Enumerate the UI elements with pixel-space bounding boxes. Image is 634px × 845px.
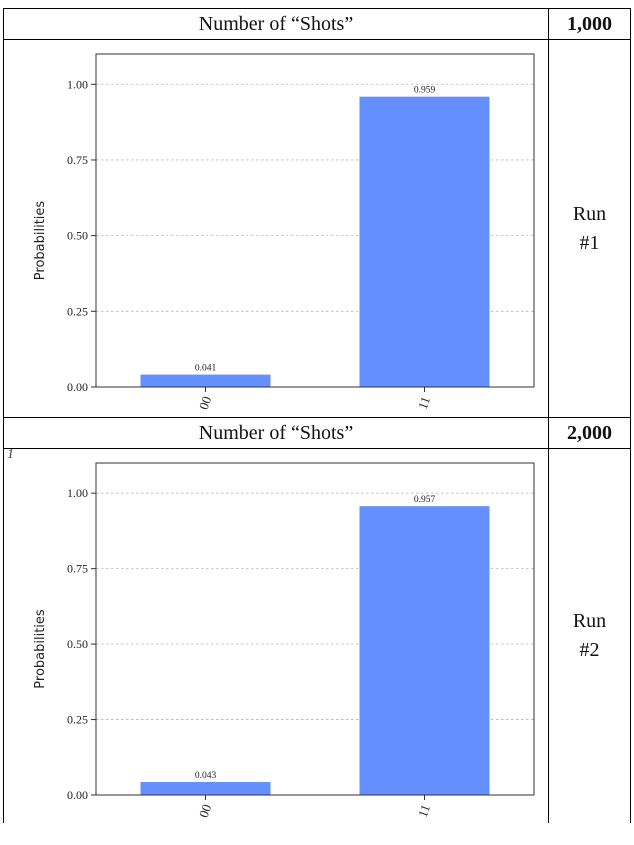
x-tick-label: 11 bbox=[415, 394, 433, 411]
bar bbox=[140, 782, 271, 795]
shots-count: 2,000 bbox=[548, 417, 631, 449]
plot-area: 0.00 0.25 0.50 0.75 1.00 0.043 0.957 00 11 Probab… bbox=[33, 462, 535, 820]
plot-area: 0.00 0.25 0.50 0.75 1.00 0.041 0.959 00 11 Probab… bbox=[33, 53, 535, 412]
run-2-header-row: Number of “Shots” 2,000 bbox=[3, 417, 631, 449]
axes-frame bbox=[95, 462, 535, 796]
y-tick-label: 0.00 bbox=[67, 380, 88, 394]
shots-count: 1,000 bbox=[548, 8, 631, 40]
data-label: 0.043 bbox=[195, 771, 217, 781]
y-axis-label: Probabilities bbox=[33, 201, 48, 281]
bar bbox=[140, 374, 271, 387]
run-2-bar-chart: 0.00 0.25 0.50 0.75 1.00 0.043 0.957 00 11 Probab… bbox=[33, 462, 535, 820]
run-label: Run bbox=[572, 202, 607, 225]
shots-header-label: Number of “Shots” bbox=[3, 8, 549, 40]
run-number: #1 bbox=[579, 231, 600, 254]
run-1-row: 0.00 0.25 0.50 0.75 1.00 0.041 0.959 00 11 Probab… bbox=[3, 39, 631, 418]
run-1-label-cell: Run #1 bbox=[548, 39, 631, 418]
x-tick-label: 11 bbox=[415, 802, 433, 819]
run-2-row: 1 0.00 0.25 0.50 0.75 1.00 0.043 0.957 00 11 Prob… bbox=[3, 447, 631, 823]
data-label: 0.041 bbox=[195, 364, 217, 374]
axes-frame bbox=[95, 53, 535, 388]
y-tick-label: 0.00 bbox=[67, 788, 88, 802]
runs-table: Number of “Shots” 1,000 0.00 0.25 0.50 0.75… bbox=[3, 8, 631, 823]
bar bbox=[359, 96, 490, 387]
shots-header-label: Number of “Shots” bbox=[3, 417, 549, 449]
y-tick-label: 0.50 bbox=[67, 229, 88, 243]
y-tick-label: 0.25 bbox=[67, 713, 88, 727]
data-label: 0.957 bbox=[414, 495, 436, 505]
run-label: Run bbox=[572, 610, 607, 632]
y-tick-label: 1.00 bbox=[67, 77, 88, 91]
run-2-chart-cell: 1 0.00 0.25 0.50 0.75 1.00 0.043 0.957 00 11 Prob… bbox=[3, 447, 549, 823]
y-tick-label: 0.75 bbox=[67, 153, 88, 167]
run-1-chart-cell: 0.00 0.25 0.50 0.75 1.00 0.041 0.959 00 11 Probab… bbox=[3, 39, 549, 418]
y-tick-label: 1.00 bbox=[67, 486, 88, 500]
run-1-bar-chart: 0.00 0.25 0.50 0.75 1.00 0.041 0.959 00 11 Probab… bbox=[33, 53, 535, 412]
run-2-label-cell: Run #2 bbox=[548, 448, 631, 823]
y-tick-label: 0.25 bbox=[67, 304, 88, 318]
bar bbox=[359, 506, 490, 795]
stray-mark: 1 bbox=[7, 447, 14, 462]
data-label: 0.959 bbox=[414, 86, 436, 96]
y-tick-label: 0.50 bbox=[67, 637, 88, 651]
run-number: #2 bbox=[579, 639, 600, 661]
run-1-header-row: Number of “Shots” 1,000 bbox=[3, 8, 631, 40]
y-axis-label: Probabilities bbox=[33, 609, 48, 689]
y-tick-label: 0.75 bbox=[67, 562, 88, 576]
x-tick-label: 00 bbox=[196, 394, 215, 411]
x-tick-label: 00 bbox=[196, 802, 215, 819]
